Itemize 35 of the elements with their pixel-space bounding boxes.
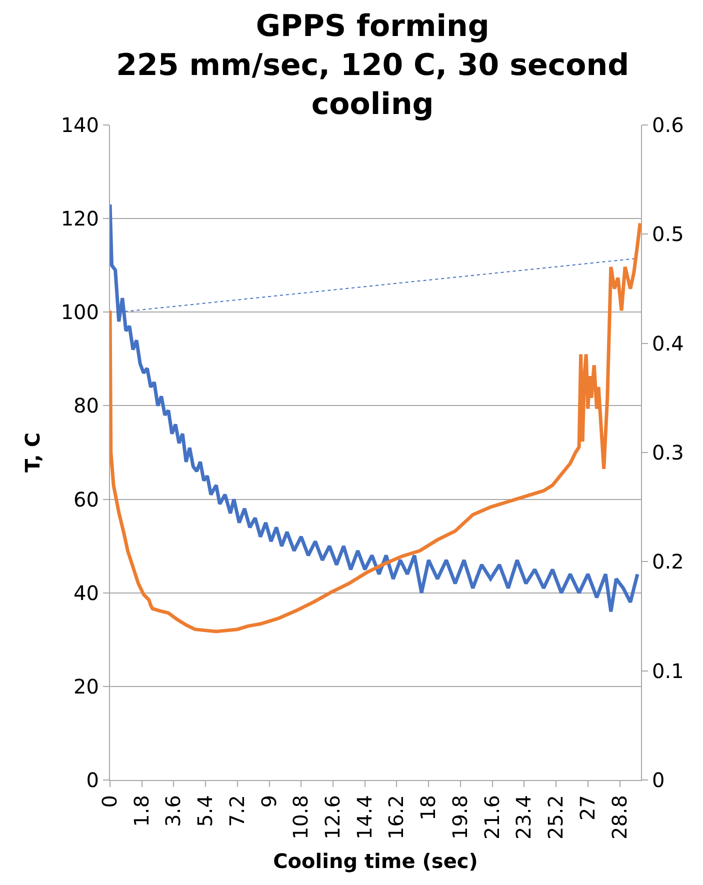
y2-tick-label: 0.1 <box>652 658 684 683</box>
y-tick-label: 60 <box>74 487 99 512</box>
y2-tick-label: 0 <box>652 768 665 792</box>
y-tick-label: 80 <box>74 394 99 418</box>
y-tick-label: 20 <box>74 674 99 698</box>
y2-tick-label: 0.3 <box>652 440 684 464</box>
x-tick-label: 18 <box>416 795 440 820</box>
x-tick-label: 3.6 <box>161 795 186 827</box>
y-tick-label: 100 <box>60 300 99 324</box>
x-tick-label: 16.2 <box>384 795 408 840</box>
y-tick-label: 40 <box>74 580 99 605</box>
x-tick-label: 25.2 <box>544 795 568 840</box>
x-tick-label: 21.6 <box>480 795 504 840</box>
x-tick-label: 7.2 <box>224 795 249 827</box>
y-tick-label: 0 <box>86 768 99 792</box>
x-tick-label: 12.6 <box>320 795 345 840</box>
x-tick-label: 19.8 <box>448 795 472 840</box>
x-axis-title: Cooling time (sec) <box>273 849 478 874</box>
x-tick-label: 14.4 <box>352 795 376 840</box>
x-tick-label: 23.4 <box>512 795 536 840</box>
x-tick-label: 27 <box>575 795 600 820</box>
y2-tick-label: 0.5 <box>652 222 684 246</box>
y-tick-label: 140 <box>60 113 99 137</box>
y2-tick-label: 0.6 <box>652 113 684 137</box>
x-tick-label: 28.8 <box>607 795 632 840</box>
x-tick-label: 0 <box>98 795 122 808</box>
y-axis-title: T, C <box>20 432 44 473</box>
y-tick-label: 120 <box>60 206 99 231</box>
y2-tick-label: 0.4 <box>652 331 684 356</box>
chart-title: GPPS forming 225 mm/sec, 120 C, 30 second cooling <box>116 9 630 122</box>
x-tick-label: 5.4 <box>193 795 218 827</box>
x-tick-label: 10.8 <box>288 795 313 840</box>
y2-tick-label: 0.2 <box>652 550 684 574</box>
x-tick-label: 1.8 <box>129 795 154 827</box>
x-tick-label: 9 <box>256 795 281 808</box>
